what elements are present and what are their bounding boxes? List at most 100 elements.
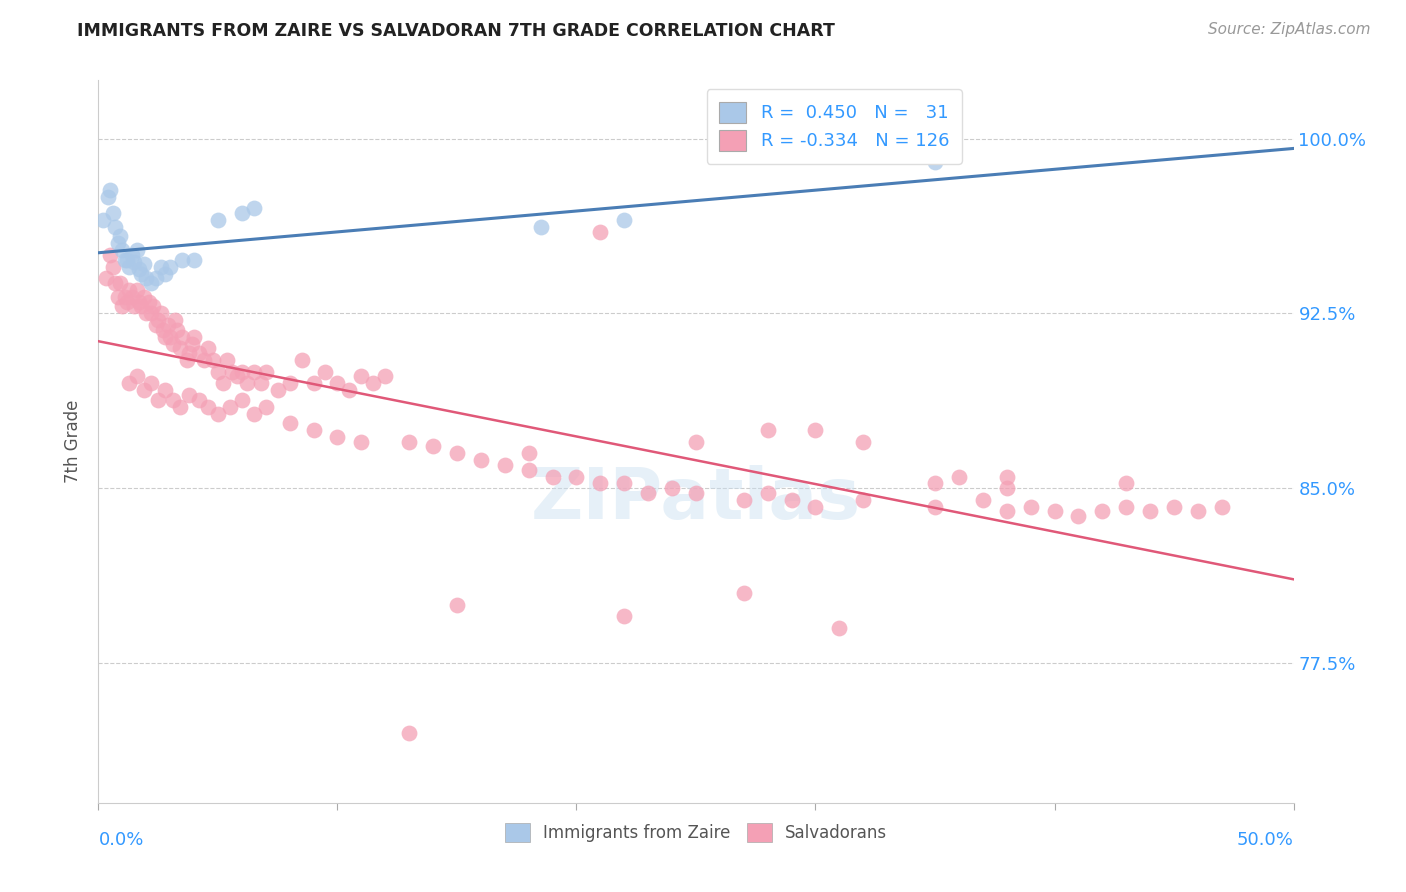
Point <box>197 341 219 355</box>
Point <box>517 462 540 476</box>
Point <box>219 400 242 414</box>
Point <box>115 252 138 267</box>
Point <box>128 294 150 309</box>
Point <box>128 262 150 277</box>
Point <box>211 376 233 391</box>
Point <box>104 276 127 290</box>
Point <box>995 481 1018 495</box>
Point <box>1115 500 1137 514</box>
Point <box>565 469 588 483</box>
Point <box>176 353 198 368</box>
Point <box>948 469 970 483</box>
Point <box>613 476 636 491</box>
Point <box>326 376 349 391</box>
Point <box>804 500 827 514</box>
Point <box>121 290 143 304</box>
Point <box>132 290 155 304</box>
Point <box>101 260 124 274</box>
Text: 0.0%: 0.0% <box>98 830 143 849</box>
Point <box>108 276 131 290</box>
Point <box>374 369 396 384</box>
Point <box>422 439 444 453</box>
Point <box>470 453 492 467</box>
Point <box>852 492 875 507</box>
Point <box>104 220 127 235</box>
Point <box>589 225 612 239</box>
Point <box>278 376 301 391</box>
Point <box>1043 504 1066 518</box>
Point <box>124 255 146 269</box>
Point <box>226 369 249 384</box>
Point <box>148 392 170 407</box>
Point <box>1211 500 1233 514</box>
Point <box>517 446 540 460</box>
Point <box>530 220 553 235</box>
Point <box>166 323 188 337</box>
Point <box>114 252 136 267</box>
Point <box>118 260 141 274</box>
Point <box>152 323 174 337</box>
Point <box>446 446 468 460</box>
Point <box>187 346 209 360</box>
Point <box>162 336 184 351</box>
Point <box>118 283 141 297</box>
Point <box>107 290 129 304</box>
Y-axis label: 7th Grade: 7th Grade <box>65 400 83 483</box>
Point <box>172 329 194 343</box>
Point <box>169 341 191 355</box>
Point <box>613 609 636 624</box>
Point <box>1067 509 1090 524</box>
Point <box>613 213 636 227</box>
Point <box>145 318 167 332</box>
Point <box>125 244 148 258</box>
Point <box>350 369 373 384</box>
Point <box>756 485 779 500</box>
Point <box>108 229 131 244</box>
Point <box>159 329 181 343</box>
Point <box>107 236 129 251</box>
Point <box>231 206 253 220</box>
Point <box>159 260 181 274</box>
Point <box>221 365 243 379</box>
Point <box>91 213 114 227</box>
Point <box>138 294 160 309</box>
Point <box>180 336 202 351</box>
Point <box>155 267 177 281</box>
Point <box>172 252 194 267</box>
Point <box>1139 504 1161 518</box>
Point <box>207 213 229 227</box>
Point <box>235 376 257 391</box>
Point <box>183 252 205 267</box>
Point <box>183 329 205 343</box>
Point <box>733 492 755 507</box>
Point <box>217 353 239 368</box>
Point <box>98 248 122 262</box>
Point <box>326 430 349 444</box>
Point <box>131 267 153 281</box>
Point <box>398 434 420 449</box>
Point <box>125 283 148 297</box>
Point <box>111 299 134 313</box>
Point <box>202 353 225 368</box>
Point <box>243 407 266 421</box>
Point <box>101 206 124 220</box>
Point <box>302 376 325 391</box>
Point <box>169 400 191 414</box>
Point <box>121 248 143 262</box>
Point <box>267 384 290 398</box>
Text: IMMIGRANTS FROM ZAIRE VS SALVADORAN 7TH GRADE CORRELATION CHART: IMMIGRANTS FROM ZAIRE VS SALVADORAN 7TH … <box>77 22 835 40</box>
Point <box>179 346 201 360</box>
Legend: Immigrants from Zaire, Salvadorans: Immigrants from Zaire, Salvadorans <box>498 816 894 848</box>
Point <box>118 376 141 391</box>
Point <box>98 183 122 197</box>
Point <box>139 306 162 320</box>
Point <box>139 376 162 391</box>
Point <box>97 190 120 204</box>
Point <box>207 407 229 421</box>
Point <box>179 388 201 402</box>
Point <box>733 586 755 600</box>
Point <box>94 271 117 285</box>
Text: Source: ZipAtlas.com: Source: ZipAtlas.com <box>1208 22 1371 37</box>
Point <box>589 476 612 491</box>
Text: 50.0%: 50.0% <box>1237 830 1294 849</box>
